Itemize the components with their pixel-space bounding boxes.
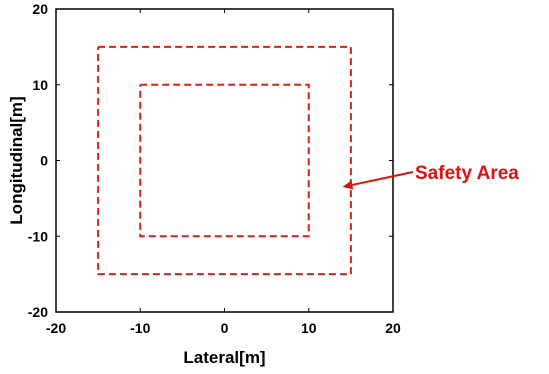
y-tick-label: -20: [28, 304, 48, 320]
annotation-arrow-line: [352, 171, 414, 186]
x-axis-label: Lateral[m]: [183, 348, 265, 367]
x-tick-label: -20: [46, 320, 66, 336]
axis-ticks: -20 -10 0 10 20 -20 -10 0 10 20: [28, 1, 401, 336]
plot-area: [55, 8, 394, 313]
series-line-0: [139, 83, 310, 238]
data-series: [97, 45, 352, 276]
x-tick-label: 0: [221, 320, 229, 336]
y-tick-label: -10: [28, 228, 48, 244]
x-tick-label: 20: [385, 320, 401, 336]
y-tick-label: 20: [32, 1, 48, 17]
y-tick-label: 10: [32, 77, 48, 93]
x-tick-label: 10: [301, 320, 317, 336]
annotation-label: Safety Area: [415, 163, 519, 184]
safety-area-annotation: Safety Area: [342, 163, 519, 190]
y-tick-label: 0: [40, 153, 48, 169]
y-axis-label: Longitudinal[m]: [7, 96, 26, 224]
annotation-arrow-head: [342, 180, 354, 190]
series-line-1: [97, 45, 352, 276]
x-tick-label: -10: [130, 320, 150, 336]
